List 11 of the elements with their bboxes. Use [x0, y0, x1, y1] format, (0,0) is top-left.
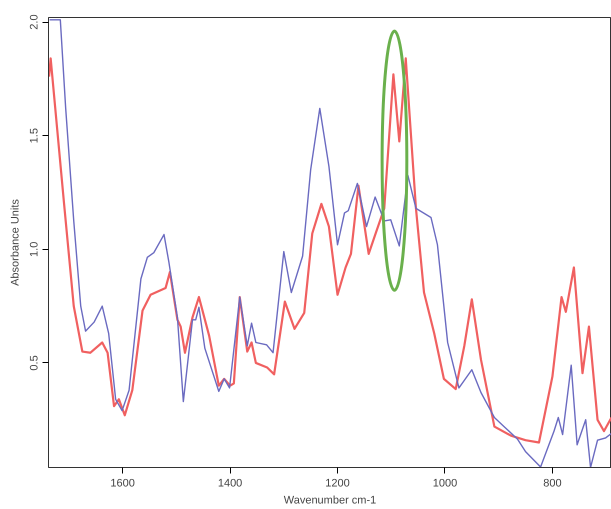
x-tick-label: 1000: [432, 478, 458, 490]
y-axis-title: Absorbance Units: [10, 198, 22, 286]
y-tick-label: 2.0: [28, 14, 40, 30]
x-tick-label: 800: [543, 478, 562, 490]
y-tick-label: 1.0: [28, 242, 40, 257]
y-tick-label: 0.5: [28, 355, 40, 371]
x-tick-label: 1600: [110, 478, 135, 490]
y-tick-label: 1.5: [28, 128, 40, 144]
x-axis-title: Wavenumber cm-1: [284, 494, 376, 506]
x-tick-label: 1400: [218, 478, 242, 490]
x-tick-label: 1200: [325, 478, 350, 490]
